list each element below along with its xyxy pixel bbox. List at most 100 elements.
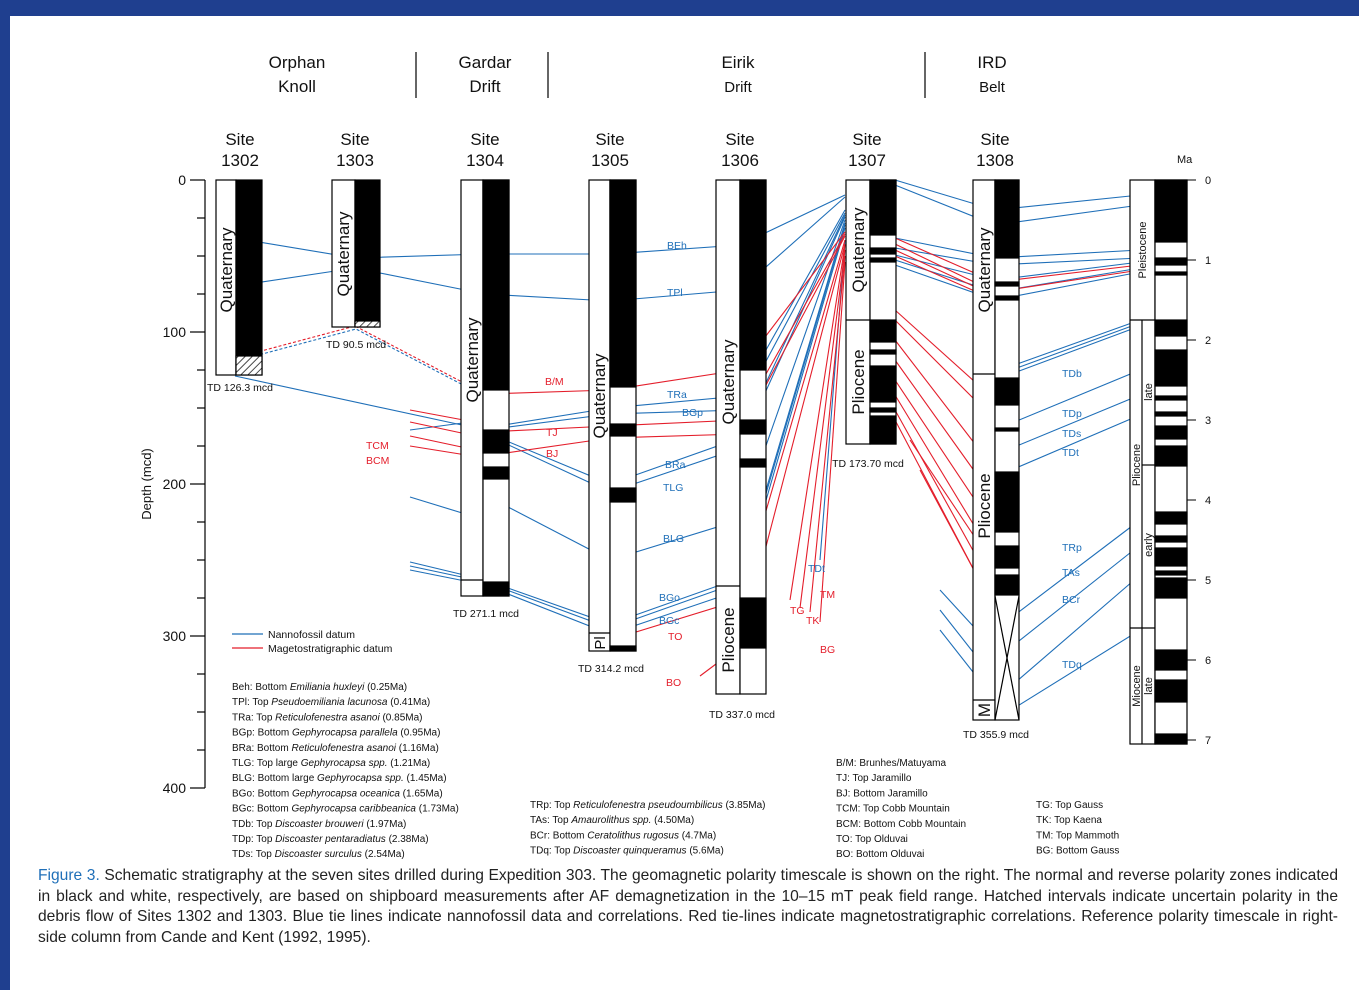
left-frame-bar — [0, 0, 10, 990]
debris-dashed-ties — [234, 325, 487, 398]
caption-text: Schematic stratigraphy at the seven site… — [38, 867, 1338, 946]
td-1307: TD 173.70 mcd — [832, 458, 904, 470]
depth-tick-300: 300 — [163, 628, 187, 644]
abbrev-left-item-3: BGp: Bottom Gephyrocapsa parallela (0.95… — [232, 728, 440, 739]
epoch-1307-quaternary: Quaternary — [849, 207, 868, 293]
site-1306-label: Site — [725, 130, 754, 149]
datum-TAs: TAs — [1062, 567, 1080, 579]
abbrev-list-magneto-1: B/M: Brunhes/Matuyama TJ: Top Jaramillo BJ… — [836, 758, 966, 860]
abbrev-left-item-8: BGc: Bottom Gephyrocapsa caribbeanica (1… — [232, 804, 459, 815]
datum-TJ: TJ — [546, 427, 558, 439]
legend: Nannofossil datum Magetostratigraphic da… — [232, 629, 393, 655]
datum-BLG: BLG — [663, 533, 684, 545]
abbrev-magneto1-item-5: TO: Top Olduvai — [836, 834, 908, 845]
abbrev-mid-item-0: TRp: Top Reticulofenestra pseudoumbilicu… — [530, 800, 766, 811]
datum-TCM: TCM — [366, 440, 389, 452]
abbrev-magneto1-item-1: TJ: Top Jaramillo — [836, 773, 912, 784]
region-ird-belt-1: IRD — [977, 53, 1006, 72]
site-1302-label: Site — [225, 130, 254, 149]
abbrev-left-item-9: TDb: Top Discoaster brouweri (1.97Ma) — [232, 819, 406, 830]
datum-BJ: BJ — [546, 448, 558, 460]
td-1306: TD 337.0 mcd — [709, 709, 775, 721]
site-1304-label: Site — [470, 130, 499, 149]
ma-tick-6: 6 — [1205, 655, 1211, 667]
ma-tick-5: 5 — [1205, 575, 1211, 587]
ref-miocene-late: late — [1143, 677, 1155, 695]
abbrev-magneto2-item-0: TG: Top Gauss — [1036, 800, 1103, 811]
epoch-1303-quaternary: Quaternary — [334, 211, 353, 297]
site-1303-number: 1303 — [336, 151, 374, 170]
column-1303 — [331, 179, 381, 328]
datum-BRa: BRa — [665, 459, 686, 471]
abbrev-left-item-0: Beh: Bottom Emiliania huxleyi (0.25Ma) — [232, 682, 407, 693]
region-orphan-knoll-2: Knoll — [278, 77, 316, 96]
site-1308-label: Site — [980, 130, 1009, 149]
ma-axis-label: Ma — [1177, 154, 1193, 166]
ref-pliocene-late: late — [1143, 383, 1155, 401]
depth-tick-200: 200 — [163, 476, 187, 492]
site-1305-label: Site — [595, 130, 624, 149]
caption-lead: Figure 3. — [38, 867, 100, 884]
epoch-1306-quaternary: Quaternary — [719, 339, 738, 425]
region-gardar-drift-2: Drift — [469, 77, 500, 96]
epoch-1305-quaternary: Quaternary — [590, 353, 609, 439]
ref-miocene: Miocene — [1131, 665, 1143, 707]
site-columns — [215, 179, 1188, 745]
abbrev-magneto2-item-2: TM: Top Mammoth — [1036, 830, 1119, 841]
datum-BGp: BGp — [682, 407, 703, 419]
site-1302-number: 1302 — [221, 151, 259, 170]
datum-TDt-1307: TDt — [808, 563, 825, 575]
abbrev-magneto1-item-6: BO: Bottom Olduvai — [836, 849, 924, 860]
ma-tick-3: 3 — [1205, 415, 1211, 427]
datum-BM: B/M — [545, 376, 564, 388]
epoch-1306-pliocene: Pliocene — [719, 607, 738, 672]
site-1308-number: 1308 — [976, 151, 1014, 170]
datum-TDb: TDb — [1062, 368, 1082, 380]
datum-BEh: BEh — [667, 240, 687, 252]
ref-pleistocene: Pleistocene — [1137, 222, 1149, 279]
ref-pliocene-early: early — [1143, 533, 1155, 557]
magnetostratigraphic-tie-lines — [409, 231, 1141, 677]
td-1302: TD 126.3 mcd — [207, 382, 273, 394]
top-frame-bar — [0, 0, 1359, 16]
depth-tick-0: 0 — [178, 172, 186, 188]
td-1305: TD 314.2 mcd — [578, 663, 644, 675]
region-gardar-drift-1: Gardar — [459, 53, 512, 72]
abbrev-left-item-1: TPl: Top Pseudoemiliania lacunosa (0.41M… — [232, 697, 430, 708]
ma-tick-0: 0 — [1205, 175, 1211, 187]
region-eirik-drift-1: Eirik — [721, 53, 755, 72]
datum-TO: TO — [668, 631, 682, 643]
td-1304: TD 271.1 mcd — [453, 608, 519, 620]
datum-TDp: TDp — [1062, 408, 1082, 420]
abbrev-list-middle: TRp: Top Reticulofenestra pseudoumbilicu… — [530, 800, 766, 857]
datum-TLG: TLG — [663, 482, 683, 494]
figure-caption: Figure 3. Schematic stratigraphy at the … — [38, 866, 1338, 948]
site-1307-label: Site — [852, 130, 881, 149]
datum-TRa: TRa — [667, 389, 687, 401]
stratigraphy-figure: Orphan Knoll Gardar Drift Eirik Drift IR… — [139, 52, 1211, 860]
datum-BCr: BCr — [1062, 594, 1081, 606]
site-1305-number: 1305 — [591, 151, 629, 170]
column-1305 — [588, 179, 637, 652]
ma-axis: Ma 0 1 2 3 4 5 6 7 — [1177, 154, 1211, 747]
epoch-1307-pliocene: Pliocene — [849, 349, 868, 414]
datum-TDt: TDt — [1062, 447, 1079, 459]
epoch-1308-pliocene: Pliocene — [975, 473, 994, 538]
column-1308 — [972, 179, 1020, 721]
abbrev-left-item-6: BLG: Bottom large Gephyrocapsa spp. (1.4… — [232, 773, 447, 784]
abbrev-list-magneto-2: TG: Top Gauss TK: Top Kaena TM: Top Mammot… — [1036, 800, 1119, 857]
column-1302 — [215, 179, 263, 376]
region-ird-belt-2: Belt — [979, 79, 1006, 96]
abbrev-left-item-5: TLG: Top large Gephyrocapsa spp. (1.21Ma… — [232, 758, 430, 769]
abbrev-magneto1-item-2: BJ: Bottom Jaramillo — [836, 788, 928, 799]
column-1307 — [845, 179, 897, 445]
ma-tick-7: 7 — [1205, 735, 1211, 747]
abbrev-magneto1-item-4: BCM: Bottom Cobb Mountain — [836, 819, 966, 830]
abbrev-left-item-2: TRa: Top Reticulofenestra asanoi (0.85Ma… — [232, 712, 422, 723]
epoch-1302-quaternary: Quaternary — [217, 227, 236, 313]
abbrev-magneto2-item-3: BG: Bottom Gauss — [1036, 846, 1119, 857]
datum-TRp: TRp — [1062, 542, 1082, 554]
abbrev-list-left: Beh: Bottom Emiliania huxleyi (0.25Ma) TP… — [232, 682, 459, 860]
datum-TM: TM — [820, 589, 835, 601]
abbrev-magneto1-item-0: B/M: Brunhes/Matuyama — [836, 758, 946, 769]
